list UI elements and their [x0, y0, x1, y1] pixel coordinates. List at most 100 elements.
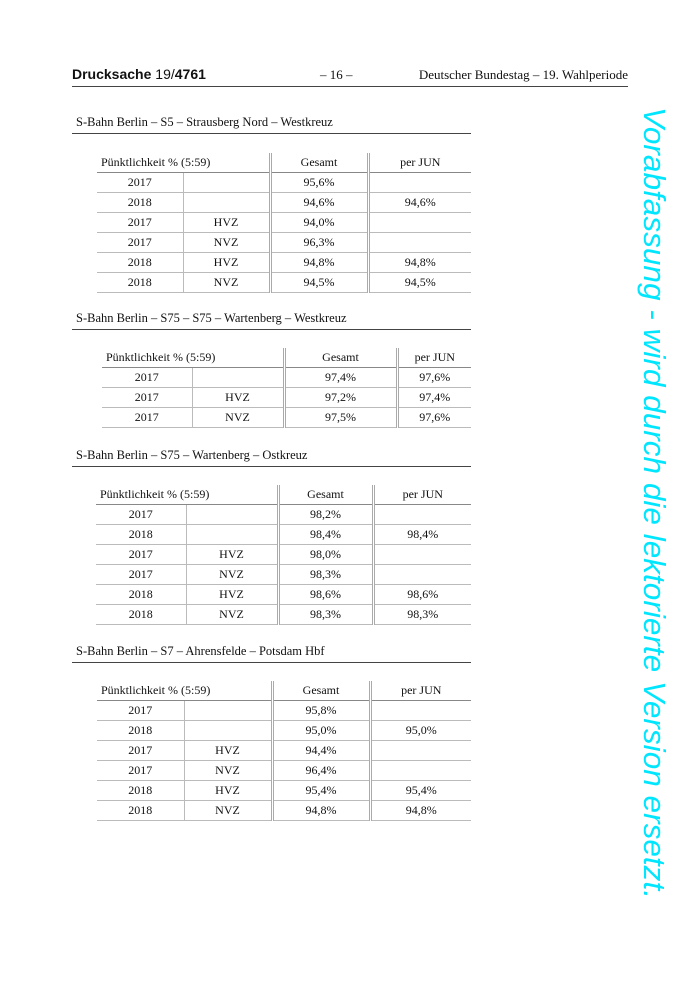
punctuality-table: Pünktlichkeit % (5:59) Gesamt per JUN 2017 9…	[97, 681, 471, 821]
table-cell: 2018	[96, 524, 186, 545]
table-cell	[185, 504, 278, 525]
table-cell: 97,6%	[395, 407, 471, 428]
table-cell: 2017	[97, 740, 184, 761]
table-cell: 2017	[96, 504, 186, 525]
table-row: 2018 HVZ 95,4% 95,4%	[97, 780, 471, 801]
table-cell: 2017	[97, 212, 183, 233]
col-header: per JUN	[366, 153, 471, 173]
table-cell: HVZ	[182, 252, 270, 273]
table-cell: 96,4%	[270, 760, 370, 781]
table-cell: 2017	[97, 232, 183, 253]
table-row: 2017 NVZ 97,5% 97,6%	[102, 407, 471, 428]
table-cell: 95,4%	[368, 780, 471, 801]
col-header: Gesamt	[268, 153, 368, 173]
table-cell: 98,4%	[276, 524, 373, 545]
table-cell	[366, 212, 471, 233]
table-cell: 95,6%	[268, 172, 368, 193]
table-row: 2017 98,2%	[96, 504, 471, 525]
table-cell: 98,6%	[276, 584, 373, 605]
table-cell: 96,3%	[268, 232, 368, 253]
table-cell: 2017	[96, 544, 186, 565]
publisher: Deutscher Bundestag – 19. Wahlperiode	[418, 67, 628, 82]
table-row: 2018 94,6% 94,6%	[97, 192, 471, 213]
table-cell: NVZ	[182, 232, 270, 253]
table-cell	[185, 524, 278, 545]
table-row: 2018 HVZ 98,6% 98,6%	[96, 584, 471, 605]
table-header: Pünktlichkeit % (5:59) Gesamt per JUN	[96, 485, 471, 505]
table-cell	[182, 192, 270, 213]
punctuality-table: Pünktlichkeit % (5:59) Gesamt per JUN 2017 9…	[97, 153, 471, 293]
table-cell	[368, 740, 471, 761]
table-cell: 94,4%	[270, 740, 370, 761]
table-cell: NVZ	[185, 564, 278, 585]
table-cell: NVZ	[185, 604, 278, 625]
table-row: 2018 NVZ 94,8% 94,8%	[97, 800, 471, 821]
table-cell	[371, 544, 471, 565]
table-cell: 98,3%	[276, 564, 373, 585]
col-header: per JUN	[371, 485, 471, 505]
table-cell: 2018	[96, 584, 186, 605]
table-cell	[368, 700, 471, 721]
page-header: Drucksache 19/4761 – 16 – Deutscher Bund…	[72, 66, 628, 87]
table-cell: 94,8%	[366, 252, 471, 273]
table-header: Pünktlichkeit % (5:59) Gesamt per JUN	[97, 681, 471, 701]
table-cell: 2017	[96, 564, 186, 585]
table-cell	[182, 172, 270, 193]
table-row: 2018 NVZ 94,5% 94,5%	[97, 272, 471, 293]
table-cell: 2017	[102, 367, 192, 388]
table-row: 2017 97,4% 97,6%	[102, 367, 471, 388]
table-row: 2018 95,0% 95,0%	[97, 720, 471, 741]
table-row: 2017 NVZ 98,3%	[96, 564, 471, 585]
table-row: 2017 HVZ 98,0%	[96, 544, 471, 565]
table-row: 2018 HVZ 94,8% 94,8%	[97, 252, 471, 273]
section-title: S-Bahn Berlin – S75 – S75 – Wartenberg –…	[72, 311, 471, 330]
table-cell: 95,8%	[270, 700, 370, 721]
col-header: Gesamt	[270, 681, 370, 701]
col-header: Gesamt	[276, 485, 373, 505]
table-cell	[366, 232, 471, 253]
table-cell: 97,6%	[395, 367, 471, 388]
table-cell: 94,8%	[268, 252, 368, 273]
page-number: – 16 –	[320, 67, 353, 82]
table-cell: 2018	[97, 780, 184, 801]
table-cell: 94,5%	[366, 272, 471, 293]
doc-number: Drucksache 19/4761	[72, 66, 206, 82]
table-cell	[366, 172, 471, 193]
table-cell: 2017	[97, 172, 183, 193]
table-cell: 2018	[97, 272, 183, 293]
table-cell: 2017	[97, 760, 184, 781]
section-1: S-Bahn Berlin – S5 – Strausberg Nord – W…	[72, 115, 471, 134]
table-cell: HVZ	[191, 387, 284, 408]
table-cell: 2018	[97, 800, 184, 821]
table-row: 2017 HVZ 97,2% 97,4%	[102, 387, 471, 408]
section-3: S-Bahn Berlin – S75 – Wartenberg – Ostkr…	[72, 448, 471, 467]
table-cell	[183, 720, 272, 741]
section-title: S-Bahn Berlin – S75 – Wartenberg – Ostkr…	[72, 448, 471, 467]
table-cell: NVZ	[191, 407, 284, 428]
col-header: Pünktlichkeit % (5:59)	[97, 681, 272, 701]
table-cell: 97,5%	[282, 407, 397, 428]
table-cell: 95,0%	[270, 720, 370, 741]
table-cell	[368, 760, 471, 781]
table-cell: 98,2%	[276, 504, 373, 525]
table-row: 2017 NVZ 96,4%	[97, 760, 471, 781]
col-header: Pünktlichkeit % (5:59)	[96, 485, 278, 505]
col-header: per JUN	[395, 348, 471, 368]
table-cell: NVZ	[183, 800, 272, 821]
table-cell: 2018	[96, 604, 186, 625]
section-4: S-Bahn Berlin – S7 – Ahrensfelde – Potsd…	[72, 644, 471, 663]
table-cell: 98,0%	[276, 544, 373, 565]
table-cell: 2017	[97, 700, 184, 721]
table-cell: 97,2%	[282, 387, 397, 408]
table-cell: 94,0%	[268, 212, 368, 233]
table-cell	[191, 367, 284, 388]
table-cell: 2018	[97, 252, 183, 273]
table-cell: 2017	[102, 407, 192, 428]
section-title: S-Bahn Berlin – S7 – Ahrensfelde – Potsd…	[72, 644, 471, 663]
table-cell: 2017	[102, 387, 192, 408]
table-row: 2018 NVZ 98,3% 98,3%	[96, 604, 471, 625]
table-cell: NVZ	[182, 272, 270, 293]
table-cell: 94,8%	[270, 800, 370, 821]
table-row: 2017 95,6%	[97, 172, 471, 193]
col-header: Pünktlichkeit % (5:59)	[97, 153, 270, 173]
